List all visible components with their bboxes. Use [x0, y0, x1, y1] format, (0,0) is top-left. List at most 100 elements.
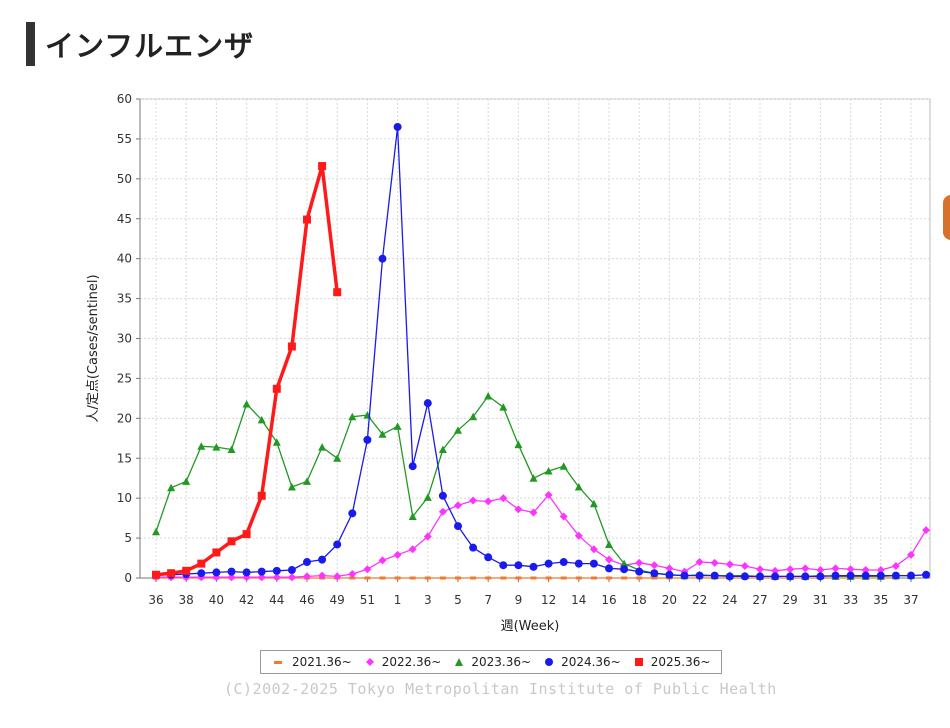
data-point: [560, 576, 567, 580]
chart-legend: 2021.36~ 2022.36~ 2023.36~ 2024.36~ 2025…: [260, 650, 723, 674]
data-point: [454, 426, 462, 434]
data-point: [227, 537, 236, 546]
y-tick-label: 15: [117, 451, 132, 465]
x-tick-label: 38: [179, 593, 194, 607]
x-tick-label: 46: [299, 593, 314, 607]
data-point: [469, 496, 478, 505]
legend-marker-dash: [274, 661, 282, 664]
data-point: [303, 477, 311, 485]
data-point: [665, 564, 674, 573]
data-point: [801, 564, 810, 573]
data-point: [605, 555, 613, 564]
data-point: [197, 442, 206, 450]
plot-area: [139, 98, 931, 579]
data-point: [438, 491, 447, 500]
side-decoration: [943, 195, 950, 240]
data-point: [740, 572, 749, 581]
legend-label: 2022.36~: [381, 655, 442, 669]
data-point: [861, 571, 870, 580]
data-point: [318, 162, 327, 171]
data-point: [348, 570, 357, 579]
data-point: [846, 565, 855, 574]
data-point: [242, 530, 251, 539]
data-point: [272, 438, 281, 446]
data-point: [424, 576, 431, 580]
data-point: [303, 558, 311, 567]
data-point: [393, 550, 402, 559]
legend-label: 2025.36~: [650, 655, 711, 669]
page-title: インフルエンザ: [45, 29, 255, 63]
data-point: [484, 553, 493, 562]
data-point: [167, 483, 176, 492]
data-point: [423, 493, 432, 501]
data-point: [651, 576, 658, 580]
data-point: [499, 403, 508, 411]
data-point: [816, 566, 825, 575]
data-point: [363, 435, 372, 444]
data-point: [620, 565, 629, 574]
data-point: [287, 573, 296, 582]
x-tick-label: 44: [269, 593, 284, 607]
data-point: [333, 288, 342, 297]
x-tick-label: 35: [873, 593, 888, 607]
x-tick-label: 49: [330, 593, 345, 607]
data-point: [514, 440, 523, 449]
data-point: [636, 576, 643, 580]
data-point: [227, 573, 236, 582]
x-tick-label: 31: [813, 593, 828, 607]
data-point: [589, 559, 598, 568]
data-point: [394, 576, 401, 580]
legend-label: 2021.36~: [292, 655, 352, 669]
data-point: [364, 576, 371, 580]
data-point: [529, 508, 538, 517]
data-point: [606, 576, 612, 580]
data-point: [695, 558, 704, 567]
data-point: [212, 548, 221, 557]
data-point: [470, 576, 477, 580]
data-point: [620, 559, 629, 568]
data-point: [589, 499, 598, 508]
data-point: [530, 576, 537, 580]
data-point: [212, 568, 221, 577]
x-tick-label: 9: [515, 593, 523, 607]
data-point: [529, 562, 538, 571]
data-point: [348, 412, 357, 421]
data-point: [272, 573, 281, 582]
data-point: [710, 571, 719, 580]
y-tick-label: 55: [117, 132, 132, 146]
legend-item: 2021.36~: [272, 655, 352, 669]
data-point: [710, 558, 719, 567]
y-tick-label: 30: [117, 332, 132, 346]
legend-item: 2023.36~: [451, 655, 531, 669]
copyright-text: (C)2002-2025 Tokyo Metropolitan Institut…: [224, 680, 777, 698]
x-tick-label: 12: [541, 593, 556, 607]
data-point: [499, 561, 508, 570]
data-point: [544, 559, 553, 568]
x-tick-label: 29: [783, 593, 798, 607]
y-tick-label: 45: [117, 212, 132, 226]
data-point: [680, 571, 689, 580]
data-point: [575, 576, 582, 580]
data-point: [423, 532, 432, 541]
data-point: [438, 507, 447, 516]
data-point: [515, 576, 522, 580]
legend-marker-triangle: [455, 658, 464, 666]
data-point: [242, 399, 251, 408]
y-tick-label: 20: [117, 411, 132, 425]
y-tick-label: 25: [117, 371, 132, 385]
y-tick-label: 40: [117, 252, 132, 266]
data-point: [544, 467, 553, 475]
data-point: [876, 571, 885, 580]
page-title-bar: インフルエンザ: [26, 22, 254, 66]
data-point: [408, 462, 417, 471]
data-point: [333, 572, 342, 581]
data-point: [635, 558, 644, 567]
x-tick-label: 27: [752, 593, 767, 607]
data-point: [287, 566, 296, 575]
y-tick-label: 60: [117, 92, 132, 106]
data-point: [378, 556, 387, 565]
data-point: [500, 576, 507, 580]
y-tick-label: 10: [117, 491, 132, 505]
data-point: [287, 342, 296, 351]
